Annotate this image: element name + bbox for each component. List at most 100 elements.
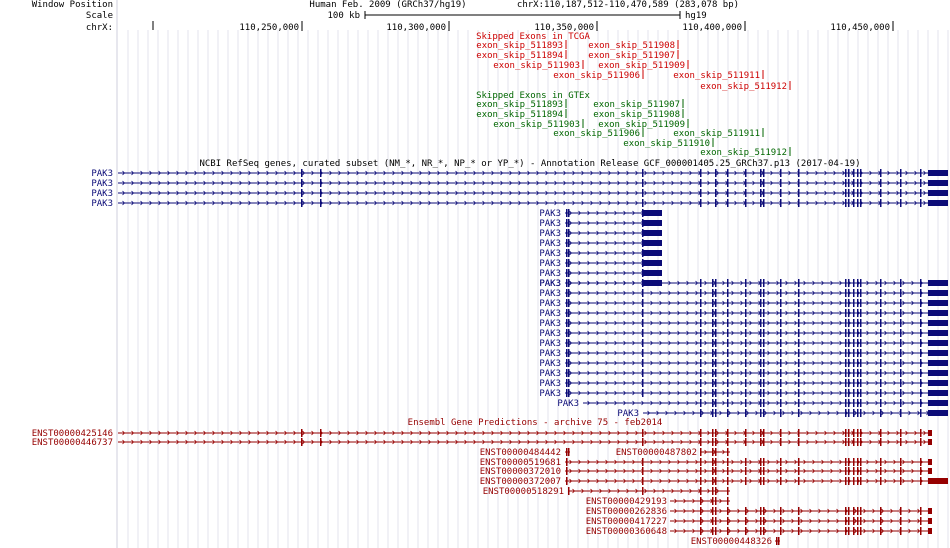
strand-arrow [911, 280, 915, 286]
strand-arrow [740, 350, 744, 356]
strand-arrow [668, 459, 672, 465]
strand-arrow [794, 459, 798, 465]
gene-exon [920, 289, 922, 297]
strand-arrow [596, 468, 600, 474]
strand-arrow [722, 449, 726, 455]
strand-arrow [383, 190, 387, 196]
gene-exon [900, 399, 902, 407]
strand-arrow [821, 400, 825, 406]
strand-arrow [266, 439, 270, 445]
strand-arrow [590, 430, 594, 436]
strand-arrow [704, 330, 708, 336]
strand-arrow [722, 280, 726, 286]
strand-arrow [482, 430, 486, 436]
strand-arrow [701, 498, 705, 504]
strand-arrow [374, 190, 378, 196]
strand-arrow [176, 439, 180, 445]
gene-exon [845, 179, 847, 187]
gene-exon [928, 459, 932, 465]
gene-exon [700, 467, 702, 475]
tcga-exon-label: exon_skip_511912 [700, 82, 787, 92]
gene-exon [715, 527, 717, 535]
strand-arrow [623, 340, 627, 346]
gene-label: PAK3 [539, 289, 561, 299]
gene-exon [853, 379, 855, 387]
strand-arrow [473, 190, 477, 196]
ensembl-track-title: Ensembl Gene Predictions - archive 75 - … [408, 418, 663, 428]
gene-exon [920, 369, 922, 377]
gene-exon [848, 369, 850, 377]
strand-arrow [338, 180, 342, 186]
strand-arrow [728, 528, 732, 534]
gene-exon [700, 409, 702, 417]
strand-arrow [824, 170, 828, 176]
strand-arrow [749, 380, 753, 386]
strand-arrow [167, 439, 171, 445]
strand-arrow [767, 290, 771, 296]
strand-arrow [605, 320, 609, 326]
gene-exon [715, 349, 717, 357]
strand-arrow [782, 410, 786, 416]
gene-exon [712, 309, 714, 317]
strand-arrow [767, 340, 771, 346]
strand-arrow [728, 508, 732, 514]
gene-exon [798, 369, 800, 377]
gene-exon [900, 379, 902, 387]
strand-arrow [644, 170, 648, 176]
strand-arrow [923, 430, 927, 436]
gene-exon [880, 467, 882, 475]
strand-arrow [689, 180, 693, 186]
gene-exon [780, 179, 782, 187]
strand-arrow [446, 190, 450, 196]
strand-arrow [893, 340, 897, 346]
strand-arrow [545, 439, 549, 445]
gtex-exon-label: exon_skip_511893 [476, 100, 563, 110]
strand-arrow [677, 400, 681, 406]
strand-arrow [740, 390, 744, 396]
strand-arrow [770, 180, 774, 186]
strand-arrow [755, 528, 759, 534]
gene-exon [848, 399, 850, 407]
strand-arrow [347, 430, 351, 436]
strand-arrow [626, 200, 630, 206]
strand-arrow [212, 190, 216, 196]
gene-label: PAK3 [539, 269, 561, 279]
gene-exon [928, 290, 948, 296]
strand-arrow [677, 350, 681, 356]
strand-arrow [338, 439, 342, 445]
gene-exon [928, 410, 948, 416]
strand-arrow [731, 459, 735, 465]
strand-arrow [623, 468, 627, 474]
strand-arrow [158, 190, 162, 196]
gene-exon [857, 309, 859, 317]
gene-exon [763, 299, 765, 307]
strand-arrow [884, 370, 888, 376]
gene-exon [745, 429, 747, 437]
strand-arrow [734, 200, 738, 206]
gene-exon [568, 229, 570, 237]
strand-arrow [632, 478, 636, 484]
gene-exon [727, 299, 729, 307]
strand-arrow [704, 380, 708, 386]
strand-arrow [866, 280, 870, 286]
strand-arrow [293, 439, 297, 445]
strand-arrow [740, 300, 744, 306]
gene-exon [763, 429, 765, 437]
gene-exon [860, 319, 862, 327]
gene-label: ENST00000484442 [480, 448, 561, 458]
strand-arrow [869, 200, 873, 206]
strand-arrow [704, 478, 708, 484]
strand-arrow [722, 340, 726, 346]
strand-arrow [734, 190, 738, 196]
strand-arrow [596, 280, 600, 286]
gene-exon [880, 279, 882, 287]
gene-exon [642, 319, 644, 327]
strand-arrow [140, 170, 144, 176]
strand-arrow [863, 410, 867, 416]
gene-exon [700, 329, 702, 337]
gene-exon [860, 299, 862, 307]
strand-arrow [833, 200, 837, 206]
gene-exon [745, 319, 747, 327]
gene-exon [857, 429, 859, 437]
strand-arrow [695, 330, 699, 336]
